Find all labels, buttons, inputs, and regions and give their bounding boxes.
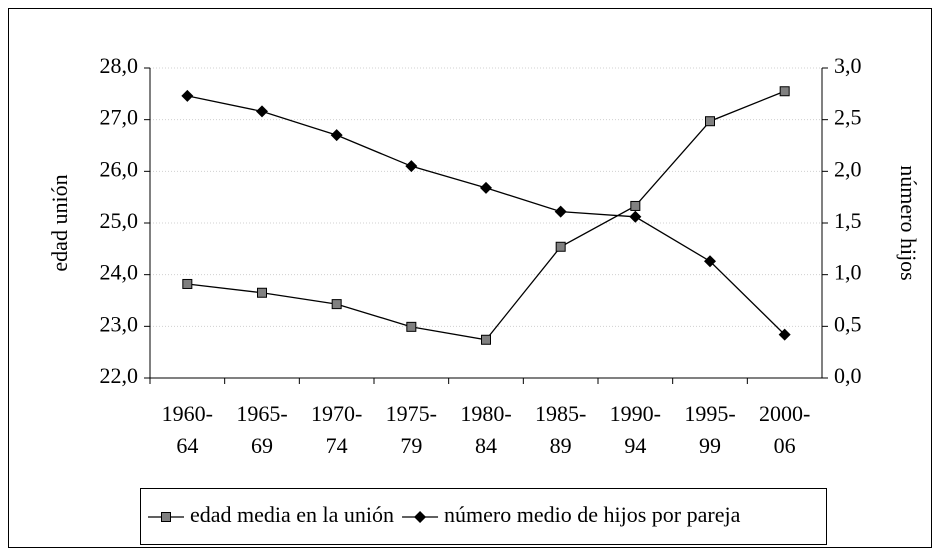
legend-label: edad media en la unión	[190, 502, 394, 527]
y-tick-label: 26,0	[100, 156, 139, 181]
point	[778, 328, 791, 341]
y2-tick-label: 2,0	[834, 156, 862, 181]
y2-axis-title: número hijos	[896, 165, 921, 281]
point	[181, 89, 194, 102]
x-tick-label: 1980-84	[460, 401, 512, 458]
y2-tick-label: 0,5	[834, 311, 862, 336]
y-tick-label: 28,0	[100, 53, 139, 78]
legend-box	[140, 488, 827, 545]
y-tick-label: 22,0	[100, 363, 139, 388]
x-tick-label: 1995-99	[684, 401, 736, 458]
point	[331, 299, 342, 310]
legend-marker	[161, 512, 171, 522]
x-tick-label: 2000-06	[758, 401, 811, 458]
y-tick-label: 23,0	[100, 311, 139, 336]
y-axis-title: edad unión	[47, 174, 72, 271]
point	[330, 129, 343, 142]
point	[481, 334, 491, 345]
x-tick-label: 1985-89	[534, 401, 587, 458]
point	[555, 241, 566, 252]
y-tick-label: 25,0	[100, 208, 139, 233]
y2-tick-label: 2,5	[834, 105, 862, 130]
x-tick-label: 1965-69	[236, 401, 288, 458]
x-tick-label: 1970-74	[310, 401, 363, 458]
y-tick-label: 24,0	[100, 260, 139, 285]
point	[257, 287, 267, 298]
series-line	[187, 95, 786, 336]
point	[704, 255, 716, 268]
point	[705, 116, 715, 127]
point	[405, 160, 418, 173]
x-tick-label: 1975-79	[385, 401, 437, 458]
point	[779, 86, 790, 97]
legend-label: número medio de hijos por pareja	[444, 502, 741, 527]
series-line	[187, 90, 785, 341]
y2-tick-label: 1,0	[834, 260, 862, 285]
legend-marker	[414, 511, 427, 523]
point	[182, 278, 193, 289]
point	[629, 210, 642, 223]
y2-tick-label: 3,0	[834, 53, 862, 78]
chart-frame	[8, 8, 932, 548]
y2-tick-label: 1,5	[834, 208, 862, 233]
point	[480, 181, 492, 194]
y-tick-label: 27,0	[100, 105, 139, 130]
point	[554, 205, 567, 218]
point	[406, 321, 417, 332]
x-tick-label: 1960-64	[161, 401, 213, 458]
y2-tick-label: 0,0	[834, 363, 862, 388]
x-tick-label: 1990-94	[609, 401, 661, 458]
point	[630, 200, 641, 211]
point	[256, 105, 268, 118]
